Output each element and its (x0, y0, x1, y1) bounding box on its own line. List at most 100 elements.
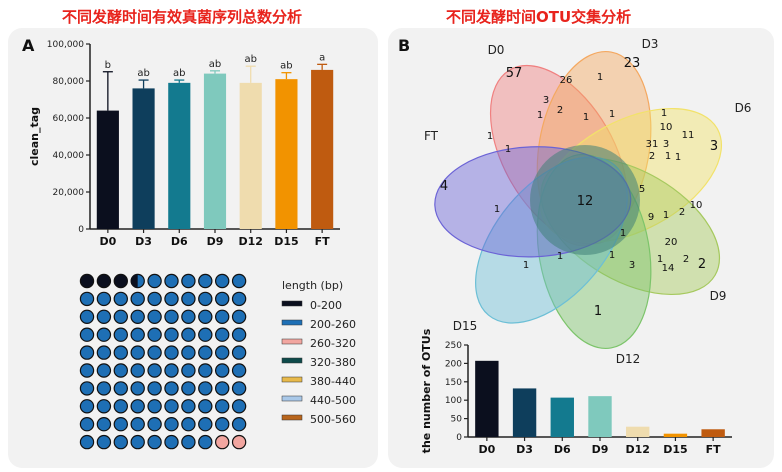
bar-ft (311, 69, 334, 230)
x-tick-label: D15 (274, 235, 298, 248)
waffle-cell (79, 345, 95, 360)
waffle-cell (79, 417, 95, 432)
waffle-cell (181, 417, 196, 432)
y-tick-label: 150 (445, 378, 462, 388)
waffle-cell (130, 381, 145, 396)
waffle-cell (198, 381, 213, 396)
bar-d3 (132, 88, 155, 230)
legend-label: 260-320 (310, 337, 356, 350)
waffle-cell (96, 363, 112, 378)
venn-set-label: D12 (616, 352, 641, 366)
y-tick-label: 100 (445, 396, 462, 406)
waffle-cell (198, 309, 213, 324)
x-tick-label: D9 (207, 235, 224, 248)
significance-label: ab (280, 61, 292, 72)
venn-region-count: 1 (663, 210, 669, 221)
y-axis-label: clean_tag (28, 107, 41, 166)
clean-tag-bar-chart: 0 20,000 40,000 60,000 80,000 100,000 D0 b D3 ab D… (28, 40, 340, 248)
waffle-cell (79, 309, 95, 324)
venn-region-count: 9 (648, 212, 654, 223)
legend-title: length (bp) (282, 279, 343, 292)
y-axis-label: the number of OTUs (420, 328, 433, 453)
left-panel-title: 不同发酵时间有效真菌序列总数分析 (62, 8, 303, 26)
waffle-cell (113, 363, 129, 378)
legend-label: 440-500 (310, 394, 356, 407)
venn-region-count: 14 (662, 263, 675, 274)
waffle-cell (147, 434, 162, 450)
legend-swatch (281, 414, 303, 421)
waffle-cell (181, 291, 196, 307)
venn-region-count: 1 (523, 260, 529, 271)
waffle-cell (164, 363, 179, 378)
x-tick-label: D3 (516, 443, 533, 456)
waffle-cell (214, 381, 230, 396)
waffle-cell (181, 381, 196, 396)
x-tick-label: D12 (238, 235, 262, 248)
venn-region-count: 23 (624, 56, 641, 71)
x-tick-label: D3 (135, 235, 152, 248)
venn-region-count: 1 (661, 108, 667, 119)
waffle-cell (96, 434, 112, 450)
significance-label: b (105, 60, 111, 71)
venn-region-count: 3 (629, 260, 635, 271)
waffle-cell (181, 327, 196, 342)
legend-label: 0-200 (310, 299, 342, 312)
waffle-cell (79, 327, 95, 342)
venn-set-label: D9 (710, 289, 727, 303)
waffle-cell (130, 363, 145, 378)
panel-a-letter: A (22, 36, 35, 55)
legend-swatch (281, 395, 303, 402)
legend-label: 500-560 (310, 413, 356, 426)
venn-region-count: 4 (440, 179, 448, 194)
waffle-cell (113, 273, 129, 289)
waffle-cell (181, 345, 196, 360)
y-tick-label: 80,000 (53, 77, 85, 87)
length-waffle-chart: length (bp) 0-200 200-260 260-320 320-380 380… (79, 273, 356, 450)
legend-swatch (281, 338, 303, 345)
waffle-cell (181, 273, 196, 289)
waffle-cell (79, 363, 95, 378)
venn-region-count: 1 (665, 151, 671, 162)
venn-core-count: 12 (577, 194, 594, 209)
venn-region-count: 3 (710, 139, 718, 154)
waffle-cell (130, 399, 145, 414)
otu-count-bar-chart: 0 50 100 150 200 250 D0 D3 D6 D9 D12 D15 FT the numbe… (420, 328, 732, 456)
x-tick-label: FT (706, 443, 722, 456)
waffle-cell (164, 273, 179, 289)
y-tick-label: 40,000 (53, 151, 85, 161)
waffle-cell (96, 327, 112, 342)
venn-region-count: 10 (690, 200, 703, 211)
y-tick-label: 0 (78, 225, 84, 235)
bar-d15 (275, 79, 298, 230)
waffle-cell (147, 273, 162, 289)
waffle-cell (147, 345, 162, 360)
waffle-cell (214, 273, 230, 289)
bar-d15 (663, 433, 688, 437)
y-tick-label: 0 (456, 433, 462, 443)
waffle-cell (181, 399, 196, 414)
venn-region-count: 2 (649, 151, 655, 162)
significance-label: ab (244, 54, 256, 65)
waffle-cell (164, 434, 179, 450)
venn-region-count: 2 (683, 254, 689, 265)
waffle-cell (164, 327, 179, 342)
x-tick-label: D0 (99, 235, 116, 248)
waffle-cell (164, 381, 179, 396)
y-tick-label: 50 (451, 415, 463, 425)
waffle-cell (231, 327, 247, 342)
panel-b-letter: B (398, 36, 411, 55)
waffle-cell (231, 381, 247, 396)
waffle-cell (147, 381, 162, 396)
waffle-cell (231, 363, 247, 378)
x-tick-label: D6 (171, 235, 188, 248)
waffle-cell (130, 291, 145, 307)
venn-region-count: 1 (609, 109, 615, 120)
venn-region-count: 1 (557, 251, 563, 262)
venn-set-label: FT (424, 129, 439, 143)
significance-label: ab (173, 68, 185, 79)
waffle-cell (164, 399, 179, 414)
venn-region-count: 26 (560, 75, 573, 86)
significance-label: ab (209, 59, 221, 70)
venn-core (530, 145, 640, 255)
bar-d9 (203, 73, 227, 229)
